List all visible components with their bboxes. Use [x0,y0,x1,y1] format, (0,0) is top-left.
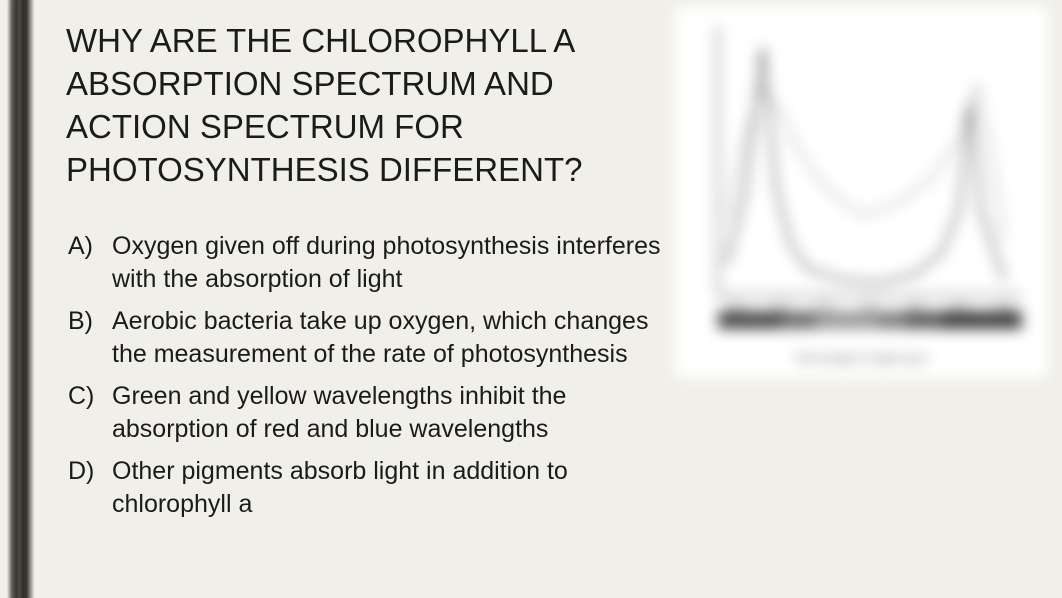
answer-option-a: A) Oxygen given off during photosynthesi… [68,230,674,295]
graph-svg: 400450500550600650700 [688,16,1032,356]
answer-text: Aerobic bacteria take up oxygen, which c… [112,305,674,370]
answer-text: Green and yellow wavelengths inhibit the… [112,380,674,445]
answer-option-b: B) Aerobic bacteria take up oxygen, whic… [68,305,674,370]
answer-text: Other pigments absorb light in addition … [112,455,674,520]
spectrum-graph: 400450500550600650700 Wavelength of ligh… [674,6,1048,378]
graph-x-label: Wavelength of light (nm) [674,350,1048,366]
answer-label: B) [68,305,112,338]
question-title: WHY ARE THE CHLOROPHYLL A ABSORPTION SPE… [66,20,676,192]
answer-label: D) [68,455,112,488]
answer-list: A) Oxygen given off during photosynthesi… [68,230,674,530]
slide-left-border [0,0,46,598]
answer-option-d: D) Other pigments absorb light in additi… [68,455,674,520]
answer-label: C) [68,380,112,413]
answer-option-c: C) Green and yellow wavelengths inhibit … [68,380,674,445]
answer-text: Oxygen given off during photosynthesis i… [112,230,674,295]
question-block: WHY ARE THE CHLOROPHYLL A ABSORPTION SPE… [66,20,676,580]
answer-label: A) [68,230,112,263]
graph-inner: 400450500550600650700 [688,16,1032,356]
